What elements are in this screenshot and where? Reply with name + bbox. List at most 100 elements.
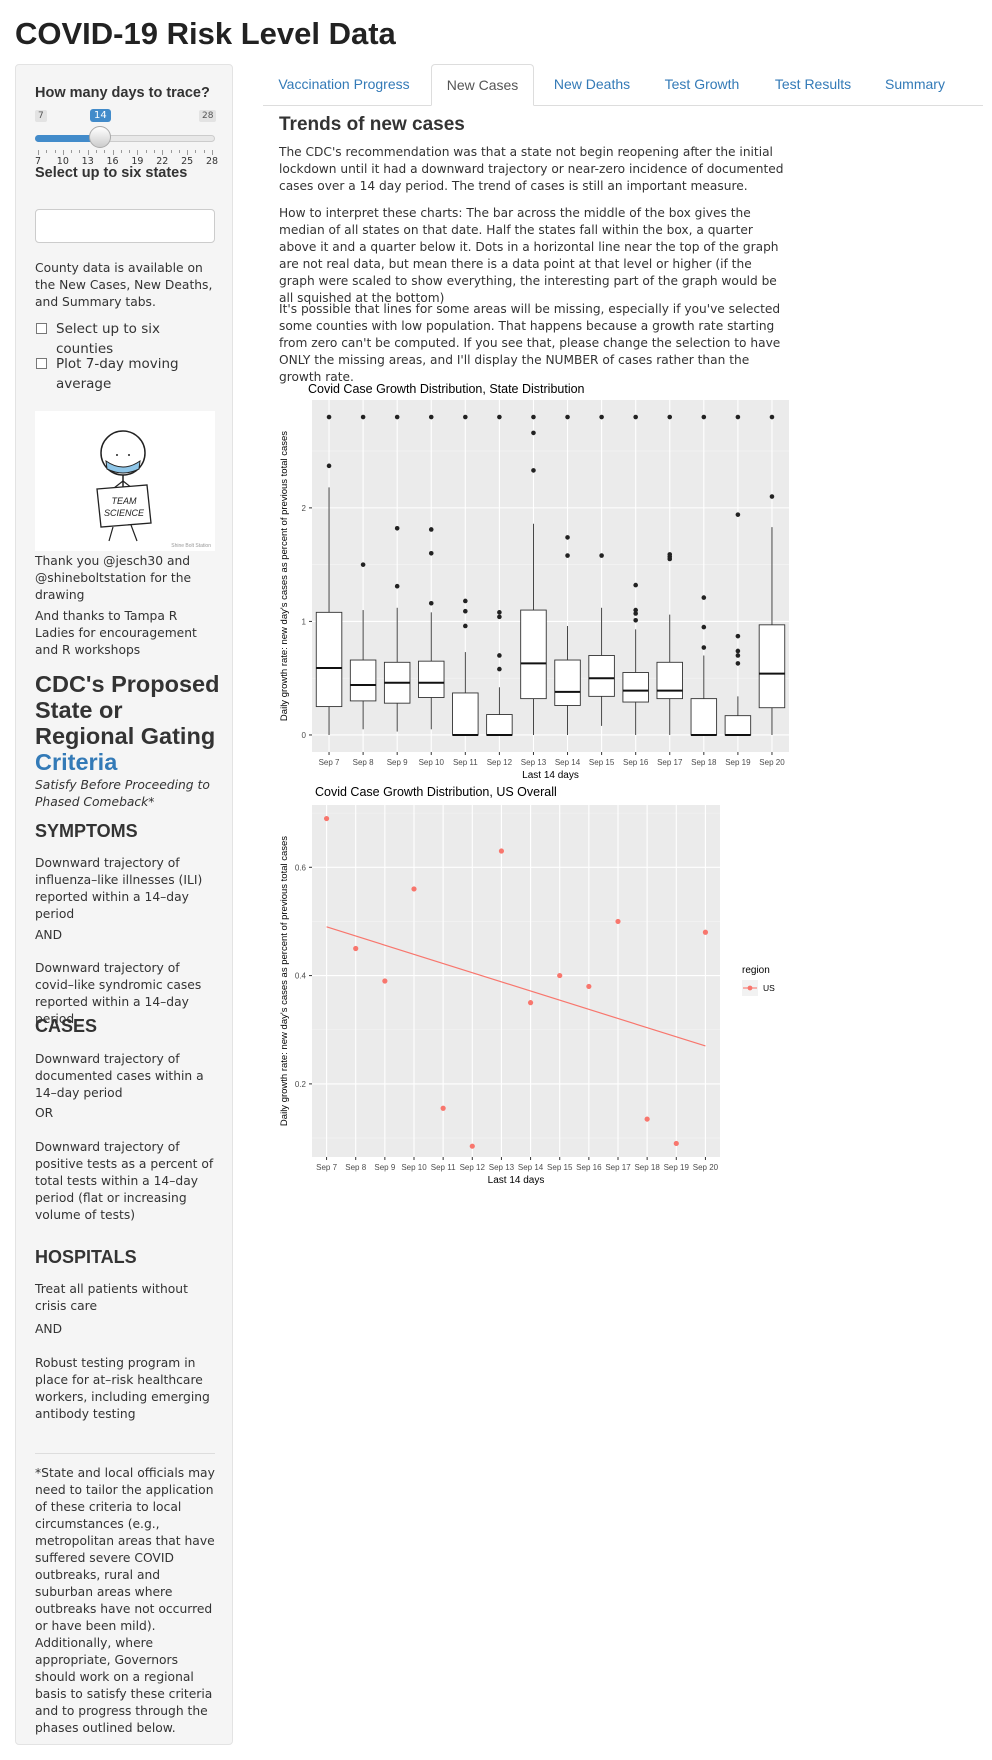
- y-tick-label: 2: [302, 504, 307, 513]
- x-tick-label: Sep 7: [319, 758, 340, 767]
- us-data-point: [323, 815, 330, 822]
- tab-new-cases[interactable]: New Cases: [431, 64, 534, 106]
- box-iqr: [622, 672, 649, 703]
- counties-checkbox[interactable]: [36, 323, 47, 334]
- x-tick-label: Sep 10: [401, 1163, 427, 1172]
- box-iqr: [588, 655, 615, 697]
- box-iqr: [418, 660, 445, 698]
- footnote: *State and local officials may need to t…: [35, 1466, 215, 1735]
- us-data-point: [382, 978, 388, 984]
- box-outlier: [326, 463, 332, 469]
- x-tick-label: Sep 16: [623, 758, 649, 767]
- x-tick-label: Sep 19: [725, 758, 751, 767]
- tab-test-growth[interactable]: Test Growth: [664, 76, 740, 92]
- y-tick-label: 0.6: [295, 863, 307, 872]
- cdc-heading-text: CDC's Proposed State or Regional Gating: [35, 671, 220, 749]
- slider-tick: [195, 150, 197, 153]
- us-data-point: [353, 945, 359, 952]
- slider-tick: [203, 150, 205, 153]
- legend-title: region: [742, 965, 770, 976]
- box-outlier: [667, 552, 673, 557]
- us-data-point: [469, 1143, 475, 1149]
- hospitals-and: AND: [35, 1322, 63, 1336]
- tab-new-deaths[interactable]: New Deaths: [553, 76, 631, 92]
- us-data-point: [557, 972, 563, 979]
- slider-max-label: 28: [199, 110, 217, 122]
- us-data-point: [586, 983, 592, 990]
- slider-tick: [129, 150, 131, 153]
- slider-tick: [170, 150, 172, 153]
- y-tick-label: 0.2: [295, 1080, 307, 1089]
- box-outlier: [497, 614, 502, 620]
- legend-label: US: [763, 983, 775, 993]
- x-tick-label: Sep 20: [693, 1163, 719, 1172]
- box-outlier: [769, 414, 775, 420]
- moving-avg-checkbox[interactable]: [36, 358, 47, 369]
- x-tick-label: Sep 12: [460, 1163, 486, 1172]
- box-outlier: [701, 595, 707, 600]
- scatter-plot-panel: [312, 805, 720, 1157]
- cases-heading: CASES: [35, 1016, 98, 1036]
- cases-criterion-1: Downward trajectory of documented cases …: [35, 1052, 204, 1100]
- box-outlier: [633, 611, 638, 616]
- criteria-link[interactable]: Criteria: [35, 749, 118, 775]
- tab-test-results[interactable]: Test Results: [774, 76, 852, 92]
- box-outlier: [531, 468, 536, 473]
- box-iqr: [690, 698, 718, 736]
- x-tick-label: Sep 10: [419, 758, 445, 767]
- hospitals-heading: HOSPITALS: [35, 1247, 137, 1267]
- box-outlier: [394, 526, 400, 531]
- box-outlier: [599, 553, 604, 558]
- counties-checkbox-row[interactable]: Select up to six counties: [35, 319, 220, 359]
- sidebar: How many days to trace? 7 14 28 7 10 13 16 1…: [15, 64, 233, 1745]
- hospitals-criterion-1: Treat all patients without crisis care: [35, 1282, 188, 1313]
- days-label: How many days to trace?: [35, 85, 210, 101]
- box-outlier: [701, 645, 707, 650]
- box-chart-title: Covid Case Growth Distribution, State Di…: [308, 382, 585, 396]
- box-outlier: [735, 653, 741, 658]
- slider-tick: [54, 150, 56, 153]
- box-iqr: [656, 661, 683, 700]
- moving-avg-checkbox-row[interactable]: Plot 7-day moving average: [35, 354, 220, 394]
- x-tick-label: Sep 17: [605, 1163, 631, 1172]
- box-outlier: [497, 610, 502, 615]
- states-input[interactable]: [35, 209, 215, 243]
- box-outlier: [531, 430, 536, 436]
- app-title: COVID-19 Risk Level Data: [15, 16, 396, 51]
- x-tick-label: Sep 18: [634, 1163, 660, 1172]
- x-tick-label: Sep 8: [353, 758, 374, 767]
- drawing-sign-line2: SCIENCE: [104, 508, 145, 518]
- x-tick-label: Sep 7: [316, 1163, 337, 1172]
- x-tick-label: Sep 20: [759, 758, 785, 767]
- cases-or: OR: [35, 1106, 54, 1120]
- x-tick-label: Sep 11: [431, 1163, 456, 1172]
- slider-tick: [71, 150, 73, 153]
- x-tick-label: Sep 9: [387, 758, 408, 767]
- slider-tick: [212, 150, 213, 155]
- us-data-point: [702, 929, 709, 935]
- tab-summary[interactable]: Summary: [885, 76, 945, 92]
- slider-tick-label: 19: [131, 156, 144, 167]
- box-iqr: [554, 659, 581, 706]
- tab-vaccination-progress[interactable]: Vaccination Progress: [278, 76, 410, 92]
- legend-key-point: [747, 985, 753, 991]
- box-chart: 0 1 2 Sep 7 Sep 8 Sep 9 Sep 10 Sep 11 Sep 12 Sep …: [279, 400, 789, 781]
- x-tick-label: Sep 18: [691, 758, 717, 767]
- hospitals-criterion-2: Robust testing program in place for at–r…: [35, 1356, 210, 1421]
- box-outlier: [735, 512, 741, 517]
- box-outlier: [735, 633, 741, 639]
- days-slider-fill: [35, 135, 101, 142]
- x-tick-label: Sep 11: [453, 758, 478, 767]
- box-iqr: [758, 624, 786, 709]
- box-outlier: [497, 666, 502, 672]
- missing-lines-paragraph: It's possible that lines for some areas …: [279, 302, 781, 384]
- thanks-tampa: And thanks to Tampa R Ladies for encoura…: [35, 609, 197, 657]
- box-iqr: [315, 611, 343, 708]
- box-outlier: [769, 494, 775, 499]
- box-outlier: [463, 414, 468, 420]
- us-data-point: [498, 848, 505, 854]
- x-axis-label: Last 14 days: [488, 1175, 545, 1186]
- days-slider-handle[interactable]: [89, 126, 111, 148]
- box-iqr: [486, 714, 513, 736]
- y-tick-label: 1: [302, 617, 307, 626]
